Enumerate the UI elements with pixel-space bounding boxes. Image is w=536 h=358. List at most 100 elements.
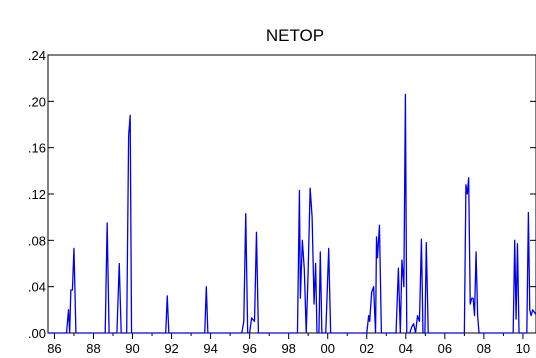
data-point	[417, 315, 418, 316]
x-tick-label: 06	[438, 341, 452, 356]
data-point	[321, 332, 322, 333]
data-point	[73, 248, 74, 249]
data-point	[471, 298, 472, 299]
x-tick-label: 02	[360, 341, 374, 356]
x-tick-label: 94	[203, 341, 217, 356]
x-tick-label: 86	[47, 341, 61, 356]
data-point	[484, 332, 485, 333]
data-point	[130, 115, 131, 116]
data-point	[165, 332, 166, 333]
data-point	[468, 177, 469, 178]
series-line-netop	[48, 93, 536, 334]
data-point	[315, 263, 316, 264]
y-tick-label: .12	[28, 187, 46, 202]
data-point	[422, 332, 423, 333]
data-point	[430, 332, 431, 333]
data-point	[424, 332, 425, 333]
data-point	[341, 332, 342, 333]
data-point	[325, 332, 326, 333]
data-point	[513, 332, 514, 333]
data-point	[406, 332, 407, 333]
data-point	[318, 332, 319, 333]
data-point	[297, 332, 298, 333]
data-point	[408, 332, 409, 333]
x-tick-label: 00	[320, 341, 334, 356]
data-point	[68, 309, 69, 310]
data-point	[316, 332, 317, 333]
data-point	[47, 332, 48, 333]
data-point	[328, 248, 329, 249]
data-point	[395, 332, 396, 333]
data-point	[204, 332, 205, 333]
data-point	[526, 332, 527, 333]
data-point	[473, 298, 474, 299]
data-point	[110, 332, 111, 333]
data-point	[486, 332, 487, 333]
data-point	[467, 193, 468, 194]
x-tick-label: 88	[86, 341, 100, 356]
x-tick-label: 10	[516, 341, 530, 356]
data-point	[133, 332, 134, 333]
data-point	[419, 321, 420, 322]
data-point	[400, 332, 401, 333]
data-point	[310, 188, 311, 189]
data-point	[517, 243, 518, 244]
data-point	[413, 323, 414, 324]
x-tick-label: 08	[477, 341, 491, 356]
data-point	[260, 332, 261, 333]
data-point	[107, 222, 108, 223]
data-point	[121, 332, 122, 333]
data-point	[256, 232, 257, 233]
data-point	[475, 251, 476, 252]
data-point	[77, 332, 78, 333]
data-point	[369, 321, 370, 322]
data-point	[66, 332, 67, 333]
x-axis: 86 88 90 92 94 96 98 00 02 04 06 08 10	[47, 333, 530, 356]
data-point	[426, 242, 427, 243]
data-point	[109, 332, 110, 333]
data-point	[300, 298, 301, 299]
data-point	[126, 332, 127, 333]
data-point	[465, 184, 466, 185]
data-point	[481, 332, 482, 333]
data-point	[313, 303, 314, 304]
y-tick-label: .00	[28, 326, 46, 341]
data-point	[521, 332, 522, 333]
data-point	[339, 332, 340, 333]
data-point	[514, 240, 515, 241]
y-tick-label: .24	[28, 48, 46, 63]
data-point	[477, 315, 478, 316]
data-point	[323, 332, 324, 333]
x-tick-label: 98	[281, 341, 295, 356]
data-point	[333, 332, 334, 333]
data-point	[371, 292, 372, 293]
data-point	[258, 332, 259, 333]
data-point	[409, 332, 410, 333]
data-point	[306, 332, 307, 333]
data-point	[337, 332, 338, 333]
data-point	[415, 332, 416, 333]
x-tick-label: 90	[125, 341, 139, 356]
data-point	[398, 268, 399, 269]
x-tick-label: 92	[164, 341, 178, 356]
data-point	[131, 332, 132, 333]
plot-frame	[47, 54, 536, 334]
data-point	[167, 295, 168, 296]
data-point	[480, 332, 481, 333]
data-point	[304, 269, 305, 270]
data-point	[405, 94, 406, 95]
data-point	[263, 332, 264, 333]
data-point	[308, 269, 309, 270]
data-point	[439, 332, 440, 333]
data-point	[251, 317, 252, 318]
data-point	[135, 332, 136, 333]
data-point	[373, 286, 374, 287]
data-point	[531, 315, 532, 316]
data-point	[302, 240, 303, 241]
data-point	[254, 321, 255, 322]
data-point	[243, 321, 244, 322]
data-point	[434, 332, 435, 333]
data-point	[312, 217, 313, 218]
data-point	[241, 332, 242, 333]
